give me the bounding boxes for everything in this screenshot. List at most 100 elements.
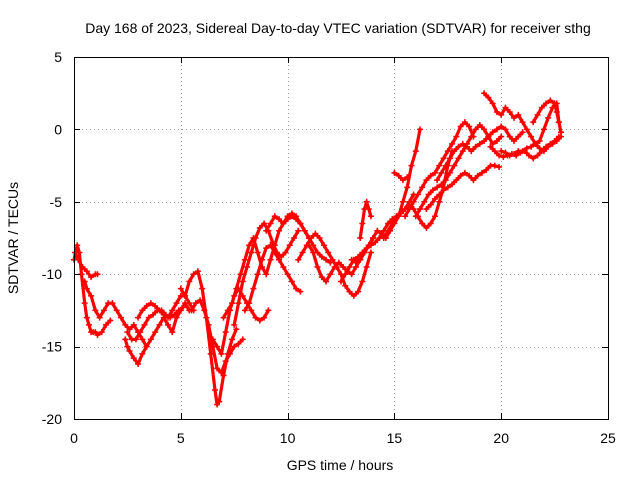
data-point [276,227,283,234]
y-tick-label: -15 [42,339,62,355]
data-point [389,220,396,227]
data-point [502,126,509,133]
data-point [218,350,225,357]
data-point [74,242,81,249]
data-point [468,148,475,155]
data-point [318,274,325,281]
data-point [331,263,338,270]
data-point [346,288,353,295]
data-point [79,263,86,270]
data-point [412,213,419,220]
data-point [466,123,473,130]
series-arc-7 [177,268,240,408]
data-point [194,268,201,275]
data-point [449,181,456,188]
data-point [538,148,545,155]
data-point [451,148,458,155]
series-line [264,211,332,265]
data-point [75,256,82,263]
data-point [513,152,520,159]
data-point [254,249,261,256]
data-point [380,235,387,241]
data-point [461,119,468,126]
data-point [481,137,488,144]
data-point [261,314,268,321]
data-point [222,329,229,336]
data-point [393,213,400,220]
data-point [491,162,498,169]
data-point [446,155,453,162]
data-point [506,109,513,116]
data-point [508,151,515,158]
data-point [139,350,146,357]
data-point [329,256,336,263]
data-point [92,307,99,314]
data-point [485,133,492,140]
data-point [310,249,317,256]
data-point [282,249,289,256]
data-point [286,242,293,249]
data-point [363,198,370,205]
data-point [252,314,259,321]
data-point [525,152,532,159]
data-point [540,126,547,133]
data-point [423,206,430,213]
y-tick-label: -20 [42,411,62,427]
data-point [515,111,522,118]
data-point [496,164,503,171]
data-point [342,282,349,289]
data-point [164,321,171,328]
series-arc-18 [357,198,374,241]
data-point [357,256,364,263]
data-point [235,340,242,347]
data-point [423,224,430,231]
data-point [126,347,133,354]
data-point [192,300,199,307]
data-point [466,172,473,179]
data-point [222,358,229,365]
data-point [519,129,526,136]
data-point [553,109,560,116]
data-point [201,307,208,314]
y-tick-label: 0 [54,121,62,137]
data-point [250,285,257,292]
data-point [412,148,419,155]
data-point [406,206,413,213]
data-point [355,288,362,295]
data-point [558,129,565,136]
data-point [169,329,176,336]
series-arc-12 [241,242,304,314]
y-tick-label: -5 [50,194,63,210]
data-point [442,162,449,169]
data-point [404,174,411,181]
data-point [504,152,511,159]
data-point [485,94,492,101]
y-axis-label: SDTVAR / TECUs [5,182,21,294]
data-point [350,292,357,299]
data-point [342,271,349,278]
data-point [241,256,248,263]
data-point [538,104,545,111]
data-point [276,256,283,263]
data-point [305,242,312,249]
data-point [109,300,116,307]
data-point [438,169,445,176]
data-point [182,292,189,299]
series-arc-21 [402,119,477,220]
data-point [103,321,110,328]
data-point [543,143,550,150]
data-point [470,177,477,184]
data-point [94,332,101,339]
data-point [419,184,426,191]
data-point [261,220,268,227]
data-point [455,155,462,162]
data-point [476,140,483,147]
data-point [511,137,518,144]
data-point [423,177,430,184]
data-point [551,137,558,144]
data-point [280,263,287,270]
data-point [451,162,458,169]
data-point [224,307,231,314]
data-layer [71,90,565,408]
data-point [425,191,432,198]
